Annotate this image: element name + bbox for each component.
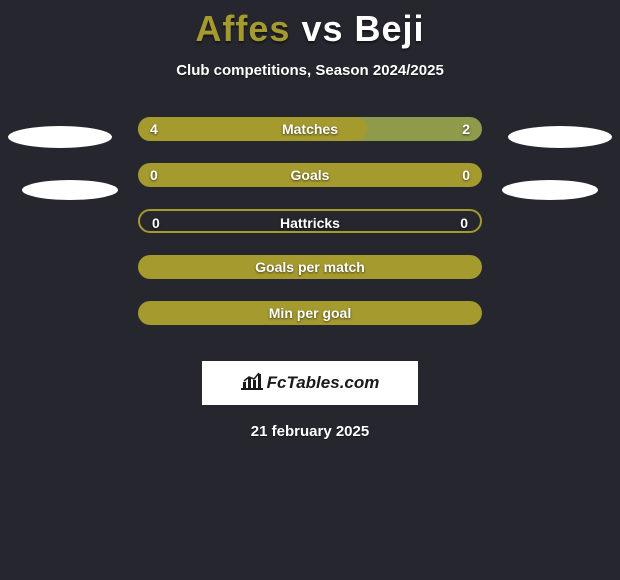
stat-bar: Hattricks 0 0: [138, 209, 482, 233]
title-player2: Beji: [355, 8, 425, 49]
page-title: Affes vs Beji: [0, 0, 620, 50]
stat-bar: Matches 4 2: [138, 117, 482, 141]
stat-label: Goals: [291, 163, 330, 187]
stat-bar: Min per goal: [138, 301, 482, 325]
subtitle: Club competitions, Season 2024/2025: [0, 62, 620, 79]
stat-row: Hattricks 0 0: [0, 209, 620, 255]
stat-value-right: 2: [462, 117, 470, 141]
stat-label: Matches: [282, 117, 338, 141]
stat-bar: Goals 0 0: [138, 163, 482, 187]
stat-label: Goals per match: [255, 255, 365, 279]
logo-text: FcTables.com: [267, 373, 380, 393]
stat-value-left: 0: [152, 211, 160, 235]
stat-label: Min per goal: [269, 301, 351, 325]
stat-row: Min per goal: [0, 301, 620, 347]
stat-value-right: 0: [460, 211, 468, 235]
stat-row: Goals per match: [0, 255, 620, 301]
stat-bar: Goals per match: [138, 255, 482, 279]
stat-value-left: 4: [150, 117, 158, 141]
stat-row: Goals 0 0: [0, 163, 620, 209]
stat-row: Matches 4 2: [0, 117, 620, 163]
title-player1: Affes: [195, 8, 290, 49]
stat-value-right: 0: [462, 163, 470, 187]
title-vs: vs: [301, 8, 343, 49]
stat-value-left: 0: [150, 163, 158, 187]
stat-label: Hattricks: [280, 211, 340, 235]
date-text: 21 february 2025: [0, 423, 620, 440]
logo-box: FcTables.com: [202, 361, 418, 405]
chart-icon: [241, 372, 263, 395]
stats-rows: Matches 4 2 Goals 0 0 Hattricks 0 0 Goals per mat…: [0, 117, 620, 347]
